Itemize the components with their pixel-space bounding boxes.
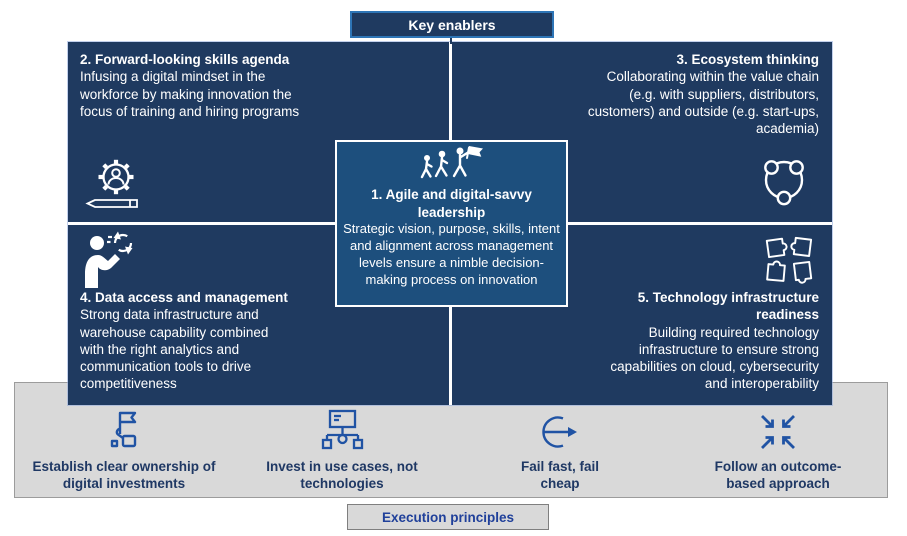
principle-label: Fail fast, fail cheap [520,459,600,491]
flag-thumbs-up-icon [101,408,147,456]
key-enablers-box: Key enablers [350,11,554,38]
principle-ownership: Establish clear ownership of digital inv… [15,383,233,497]
gear-person-pencil-icon [84,158,150,214]
principle-label: Invest in use cases, not technologies [266,459,418,491]
quadrant-body: Building required technology infrastruct… [610,324,819,392]
key-enablers-connector-line [450,38,452,44]
principle-outcome-based: Follow an outcome-based approach [669,383,887,497]
team-with-flag-icon [415,146,489,186]
person-sync-icon [81,230,139,288]
circle-arrow-icon [537,408,583,456]
center-title: 1. Agile and digital-savvy leadership [371,187,532,220]
center-leadership-box: 1. Agile and digital-savvy leadership St… [335,140,568,307]
quadrant-title: 4. Data access and management [80,290,288,305]
key-enablers-label: Key enablers [408,16,496,33]
monitor-orgchart-icon [319,408,365,456]
quadrant-title: 3. Ecosystem thinking [676,52,819,67]
quadrant-title: 5. Technology infrastructure readiness [637,290,819,323]
converging-arrows-icon [755,408,801,456]
principle-fail-fast: Fail fast, fail cheap [451,383,669,497]
network-nodes-icon [756,154,812,210]
quadrant-body: Infusing a digital mindset in the workfo… [80,69,300,119]
principle-use-cases: Invest in use cases, not technologies [233,383,451,497]
quadrant-body: Strong data infrastructure and warehouse… [80,307,269,392]
puzzle-pieces-icon [762,232,816,286]
quadrant-title: 2. Forward-looking skills agenda [80,52,290,67]
center-body: Strategic vision, purpose, skills, inten… [343,221,560,287]
execution-principles-box: Execution principles [347,504,549,530]
execution-principles-label: Execution principles [381,509,515,525]
principle-label: Follow an outcome-based approach [714,459,842,491]
quadrant-body: Collaborating within the value chain (e.… [587,69,819,137]
principle-label: Establish clear ownership of digital inv… [32,459,216,491]
